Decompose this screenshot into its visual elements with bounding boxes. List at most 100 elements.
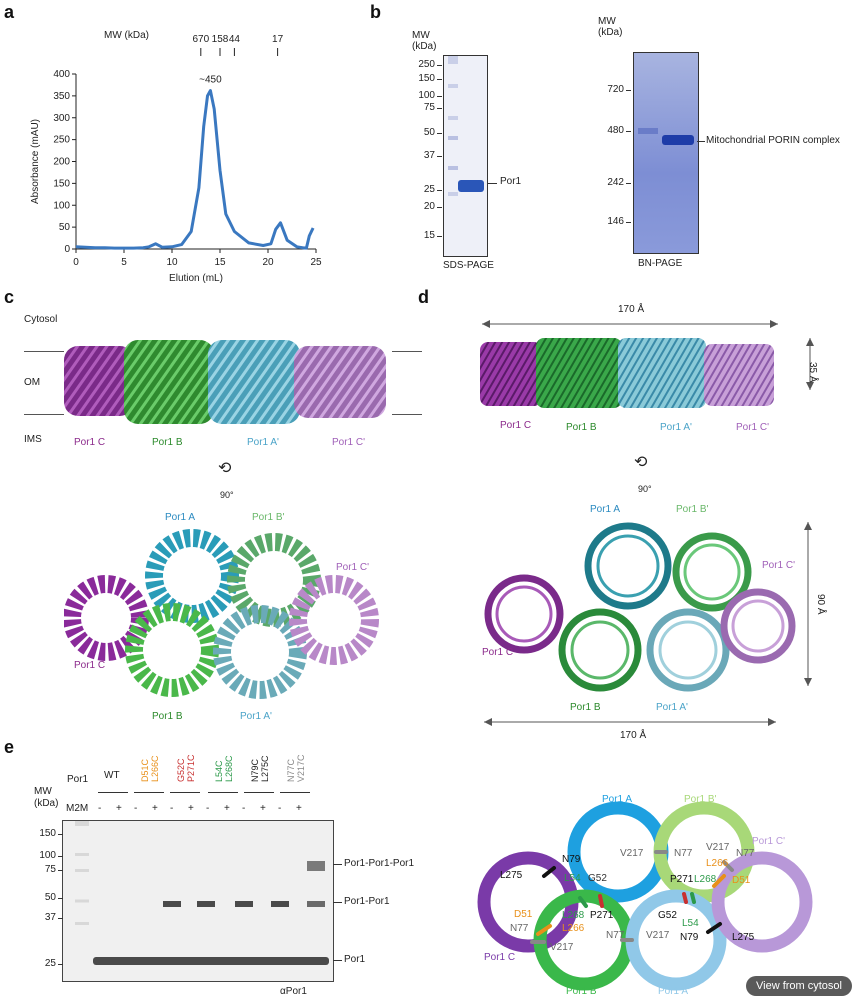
- e-marker-tick: [58, 834, 63, 835]
- crosslink-diagram: L275 N79 L54 G52 V217 N77 V217 N77 L266 …: [477, 794, 813, 995]
- x-tick-label: 0: [73, 257, 79, 268]
- width-label-170: 170 Å: [618, 304, 645, 315]
- side-label-por1-c: Por1 C: [74, 437, 106, 448]
- top-label-por1-b: Por1 B: [152, 711, 183, 722]
- sds-marker-150: 150: [418, 73, 435, 84]
- bottom-width-label-170: 170 Å: [620, 730, 647, 741]
- res-l266-c2: L266: [706, 858, 729, 869]
- d-top-label-por1-b-prime: Por1 B': [676, 504, 709, 515]
- m2m-sign: +: [188, 803, 194, 814]
- sds-marker-tick: [437, 236, 442, 237]
- m2m-sign: -: [278, 803, 282, 814]
- sec-chromatogram: 0 50 100 150 200 250 300 350 400 0 5 10 15 20 25 Elutio…: [30, 34, 322, 284]
- res-l275-c2: L275: [732, 932, 755, 943]
- antibody-label: αPor1: [280, 986, 307, 997]
- depth-label-90: 90 Å: [815, 594, 826, 615]
- res-v217-b: V217: [550, 942, 574, 953]
- x-tick-label: 5: [121, 257, 127, 268]
- diagram-label-por1-b-prime: Por1 B': [684, 794, 717, 805]
- m2m-sign: -: [206, 803, 210, 814]
- sds-marker-50: 50: [423, 127, 435, 138]
- ring-por1-b: [125, 603, 219, 697]
- sds-marker-15: 15: [423, 230, 435, 241]
- bn-marker-tick: [626, 222, 631, 223]
- top-label-por1-c-prime: Por1 C': [336, 562, 370, 573]
- sds-marker-20: 20: [423, 201, 435, 212]
- ring-por1-a: [145, 529, 239, 623]
- e-marker-tick: [58, 964, 63, 965]
- bn-caption: BN-PAGE: [638, 258, 683, 269]
- mw-marker-label: 670: [192, 34, 209, 45]
- res-n77-b: N77: [606, 930, 625, 941]
- sds-marker-tick: [437, 65, 442, 66]
- y-tick-label: 350: [53, 91, 70, 102]
- bn-marker-720: 720: [607, 84, 624, 95]
- dimer-band-2: [197, 901, 215, 907]
- model-por1-b: [536, 338, 622, 408]
- membrane-line-bottom-right: [392, 414, 422, 415]
- panel-letter-c: c: [4, 287, 15, 307]
- m2m-sign: -: [170, 803, 174, 814]
- bn-ladder-lane: [638, 128, 658, 134]
- view-from-cytosol-button[interactable]: View from cytosol: [746, 976, 852, 996]
- m2m-sign: +: [224, 803, 230, 814]
- lane-label: P271C: [186, 754, 196, 782]
- y-tick-label: 200: [53, 157, 70, 168]
- lane-label: V217C: [296, 754, 306, 782]
- e-marker-tick: [58, 898, 63, 899]
- density-por1-b: [124, 340, 214, 424]
- bn-marker-242: 242: [607, 177, 624, 188]
- res-v217-b2: V217: [706, 842, 730, 853]
- mw-marker-label: 44: [229, 34, 241, 45]
- dimer-band-4: [271, 901, 289, 907]
- density-por1-c-prime: [294, 346, 386, 418]
- m2m-sign: -: [98, 803, 102, 814]
- lane-underline: [280, 792, 310, 793]
- panel-letter-e: e: [4, 737, 15, 757]
- res-n77-c2: N77: [736, 848, 755, 859]
- porin-complex-band: [662, 135, 694, 145]
- model-por1-a-prime: [618, 338, 706, 408]
- e-marker-75: 75: [44, 864, 56, 875]
- diagram-label-por1-a-prime: Por1 A': [658, 986, 690, 995]
- e-mw-header: MW (kDa): [34, 786, 59, 809]
- mw-axis-label: MW (kDa): [104, 30, 149, 41]
- sds-marker-tick: [437, 79, 442, 80]
- crosslink-l266-d51-right: [712, 874, 726, 888]
- top-label-por1-c: Por1 C: [74, 660, 106, 671]
- cytosol-label: Cytosol: [24, 314, 58, 325]
- bn-marker-tick: [626, 183, 631, 184]
- lane-label: D51C: [140, 758, 150, 782]
- tick-monomer: [333, 960, 342, 961]
- e-m2m-label: M2M: [66, 803, 89, 814]
- y-tick-label: 300: [53, 113, 70, 124]
- diagram-ring-por1-c-prime: [711, 851, 813, 953]
- atomic-model-top-view: [484, 522, 812, 726]
- om-label: OM: [24, 377, 41, 388]
- lane-underline: [244, 792, 274, 793]
- peak-label: ~450: [199, 75, 222, 86]
- mw-marker-label: 158: [212, 34, 229, 45]
- panel-letter-a: a: [4, 2, 15, 22]
- res-n77-c: N77: [510, 923, 529, 934]
- res-p271-b: P271: [590, 910, 614, 921]
- bn-page-gel: [633, 52, 699, 254]
- sds-caption: SDS-PAGE: [443, 260, 494, 271]
- height-label-35: 35 Å: [807, 362, 818, 383]
- e-por1-label: Por1: [67, 774, 89, 785]
- rotation-icon: ⟲: [218, 460, 232, 477]
- sds-marker-tick: [437, 108, 442, 109]
- model-ring-por1-a: [584, 522, 672, 610]
- sds-band-tick: [487, 183, 497, 184]
- density-por1-c: [64, 346, 134, 416]
- e-marker-100: 100: [39, 850, 56, 861]
- res-n79-a2: N79: [680, 932, 699, 943]
- sds-marker-37: 37: [423, 150, 435, 161]
- d-top-label-por1-c-prime: Por1 C': [762, 560, 796, 571]
- top-label-por1-a: Por1 A: [165, 512, 196, 523]
- y-axis-label: Absorbance (mAU): [30, 119, 41, 204]
- sds-ladder-lane: [448, 56, 458, 256]
- band-label-dimer: Por1-Por1: [344, 896, 390, 907]
- res-v217-top: V217: [620, 848, 644, 859]
- membrane-line-bottom-left: [24, 414, 64, 415]
